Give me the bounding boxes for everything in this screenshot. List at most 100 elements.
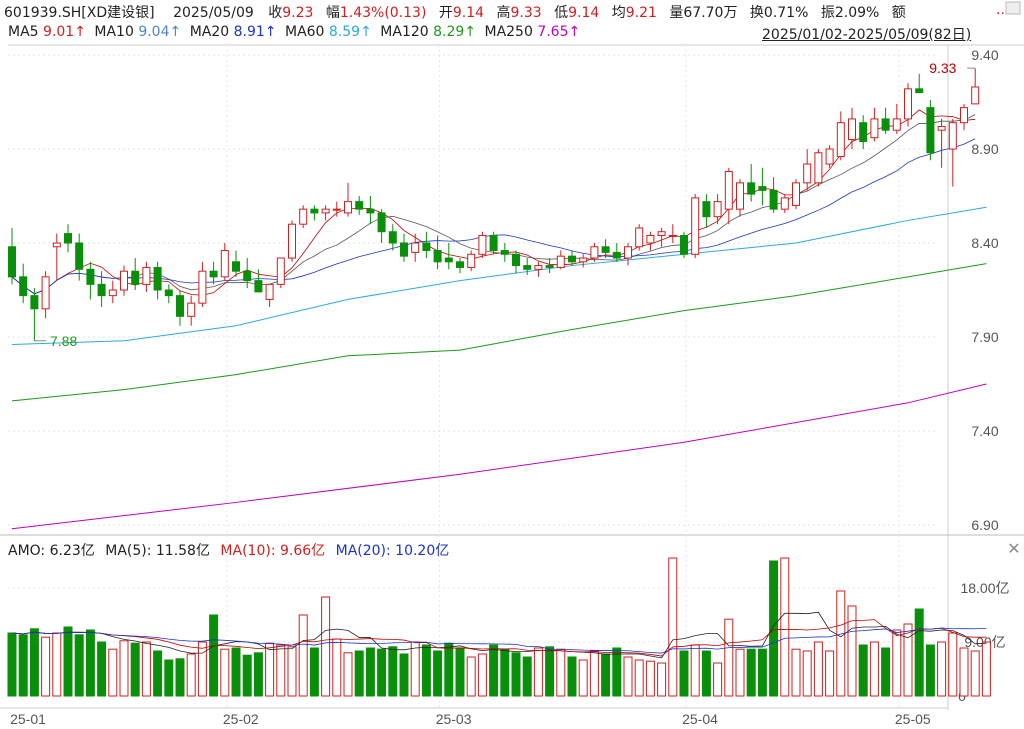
volume-bar xyxy=(354,650,364,697)
volume-bar xyxy=(18,634,28,697)
up-arrow-icon: ↑ xyxy=(360,24,372,40)
candle-body xyxy=(870,118,879,139)
ma250-line xyxy=(11,383,987,530)
volume-bar xyxy=(981,641,991,697)
date-range[interactable]: 2025/01/02-2025/05/09(82日) xyxy=(762,27,972,43)
candle-body xyxy=(848,118,856,141)
price-tick-label: 6.90 xyxy=(971,517,998,533)
volume-bar xyxy=(130,642,140,697)
candle-body xyxy=(523,265,532,270)
candle-body xyxy=(366,208,375,214)
candle-body xyxy=(8,246,16,278)
candle-body xyxy=(489,234,498,252)
candle-body xyxy=(30,295,39,310)
ma5-label: MA5 xyxy=(8,24,39,40)
candle-body xyxy=(590,246,599,259)
volume-bar xyxy=(388,646,398,697)
candle-body xyxy=(176,295,184,317)
price-tick-label: 7.40 xyxy=(971,423,998,439)
up-arrow-icon: ↑ xyxy=(568,24,581,40)
amplitude-value: 2.09% xyxy=(834,5,880,21)
candle-body xyxy=(86,268,95,285)
time-tick-label: 25-01 xyxy=(10,711,46,727)
candle-body xyxy=(680,234,688,255)
volume-bar xyxy=(41,636,51,697)
volume-tick-label: 18.00亿 xyxy=(960,580,1009,596)
volume-bar xyxy=(713,662,723,697)
stock-code: 601939.SH[XD建设银] xyxy=(4,5,155,21)
volume-bar xyxy=(948,632,958,697)
up-arrow-icon: ↑ xyxy=(169,24,182,40)
candle-body xyxy=(747,182,756,195)
amount-label: 额 xyxy=(891,5,906,21)
volume-bar xyxy=(85,629,95,697)
volume-bar xyxy=(489,644,499,697)
close-label: 收 xyxy=(268,5,283,21)
volume-bar xyxy=(108,648,118,697)
volume-bar xyxy=(881,647,891,697)
ma120-label: MA120 xyxy=(380,24,429,40)
candle-body xyxy=(120,270,128,291)
volume-bar xyxy=(186,653,196,697)
candle-body xyxy=(556,255,565,268)
volume-bar xyxy=(791,648,801,697)
amo-legend: AMO: 6.23亿 MA(5): 11.58亿 MA(10): 9.66亿 M… xyxy=(8,540,449,560)
candle-body xyxy=(355,201,364,210)
time-tick-label: 25-02 xyxy=(223,711,259,727)
close-icon[interactable]: ✕ xyxy=(1007,539,1020,558)
candle-body xyxy=(377,212,386,233)
volume-bar xyxy=(612,647,622,697)
volume-bar xyxy=(690,644,700,697)
volume-bar xyxy=(343,652,353,697)
up-arrow-icon: ↑ xyxy=(264,24,277,40)
candle-body xyxy=(624,246,632,259)
volume-bar xyxy=(578,659,588,697)
volume-value: 67.70万 xyxy=(683,5,738,21)
volume-bar xyxy=(634,659,644,697)
volume-bar xyxy=(533,647,543,697)
volume-bar xyxy=(679,650,689,697)
candle-body xyxy=(915,88,924,94)
candle-body xyxy=(736,182,744,210)
time-tick-label: 25-03 xyxy=(436,711,472,727)
turnover-value: 0.71% xyxy=(763,5,809,21)
candle-body xyxy=(299,208,308,225)
volume-bar xyxy=(701,650,711,697)
volume-bar xyxy=(220,648,230,697)
candle-body xyxy=(601,246,610,253)
volume-bar xyxy=(668,557,678,697)
up-arrow-icon: ↑ xyxy=(74,24,86,40)
volume-bar xyxy=(847,605,857,697)
candle-body xyxy=(500,250,509,255)
avg-value: 9.21 xyxy=(625,5,657,21)
volume-bar xyxy=(209,614,219,697)
volume-bar xyxy=(97,641,107,697)
candle-body xyxy=(64,233,72,244)
volume-bar xyxy=(869,641,879,697)
volume-bar xyxy=(365,647,375,697)
volume-bar xyxy=(119,640,129,697)
amo-ma10-line xyxy=(11,619,987,657)
volume-bar xyxy=(903,623,913,697)
candle-body xyxy=(75,242,84,270)
candle-body xyxy=(332,208,341,211)
volume-bar xyxy=(959,647,969,697)
volume-bar xyxy=(735,648,745,697)
candle-body xyxy=(769,189,778,210)
volume-bar xyxy=(970,650,980,697)
candle-body xyxy=(456,261,464,268)
volume-bar xyxy=(276,644,286,697)
candle-body xyxy=(534,265,543,270)
candle-body xyxy=(276,257,285,285)
volume-bar xyxy=(197,641,207,697)
ma-legend: MA5 9.01↑ MA10 9.04↑ MA20 8.91↑ MA60 8.5… xyxy=(8,24,580,40)
volume-bar xyxy=(253,652,263,697)
candle-body xyxy=(433,250,442,263)
candle-body xyxy=(646,234,655,244)
amo-ma20-line xyxy=(11,627,987,654)
volume-bar xyxy=(444,642,454,697)
change-value: 1.43%(0.13) xyxy=(339,5,427,21)
ma5-value: 9.01 xyxy=(43,24,75,40)
candle-body xyxy=(814,152,823,184)
